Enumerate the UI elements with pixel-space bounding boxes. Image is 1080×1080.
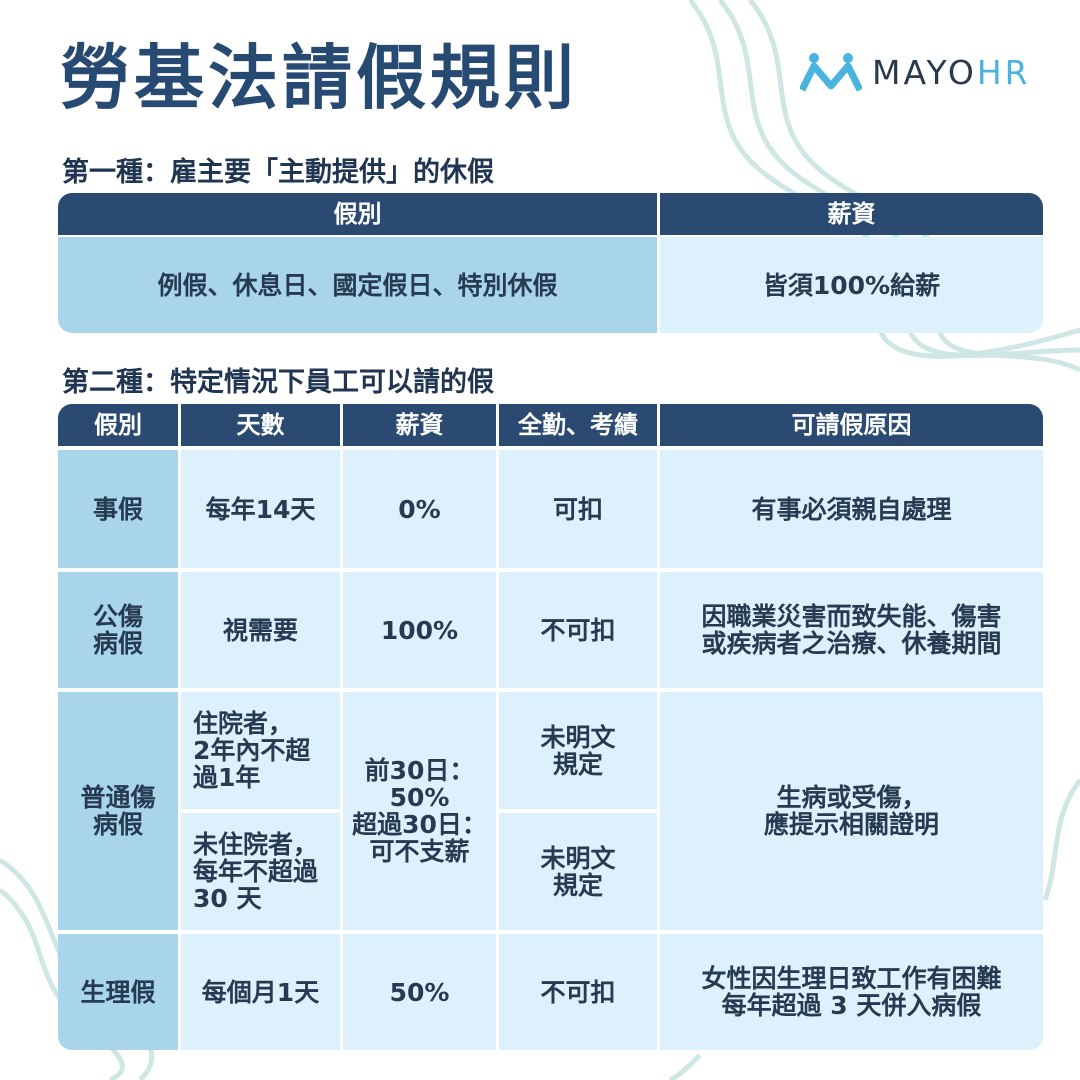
cell-text: 前30日： — [364, 756, 475, 785]
table-header-cell: 假別 — [58, 193, 657, 235]
table-cell: 例假、休息日、國定假日、特別休假 — [58, 237, 657, 333]
table-cell: 可扣 — [499, 450, 657, 568]
cell-text: 事假 — [92, 494, 143, 524]
table-cell: 每年14天 — [181, 450, 340, 568]
cell-text: 生病或受傷， — [776, 783, 927, 812]
table-cell: 不可扣 — [499, 934, 657, 1050]
logo-text: MAYO — [872, 52, 977, 92]
table-header-cell: 假別 — [58, 404, 178, 446]
table-cell: 未明文 規定 — [499, 692, 657, 809]
cell-text: 每年超過 3 天併入病假 — [721, 991, 982, 1020]
section-heading: 第二種：特定情況下員工可以請的假 — [62, 367, 494, 398]
cell-text: 不可扣 — [540, 615, 616, 645]
cell-text: 或疾病者之治療、休養期間 — [701, 629, 1002, 658]
table-cell: 100% — [343, 572, 496, 688]
cell-text: 0% — [398, 494, 441, 524]
cell-text: 50% — [389, 977, 450, 1007]
table-cell: 視需要 — [181, 572, 340, 688]
logo-text-accent: HR — [976, 52, 1031, 92]
cell-text: 女性因生理日致工作有困難 — [701, 964, 1002, 993]
cell-text: 過1年 — [193, 763, 261, 792]
cell-text: 應提示相關證明 — [763, 810, 939, 839]
page-title: 勞基法請假規則 — [60, 37, 578, 119]
table-cell: 不可扣 — [499, 572, 657, 688]
table-header-cell: 天數 — [181, 404, 340, 446]
cell-text: 每個月1天 — [201, 977, 320, 1007]
cell-text: 例假、休息日、國定假日、特別休假 — [157, 270, 558, 300]
cell-text: 公傷 — [92, 602, 143, 631]
table-header-cell: 可請假原因 — [660, 404, 1043, 446]
logo-icon — [800, 53, 862, 92]
table-header-cell: 薪資 — [343, 404, 496, 446]
cell-text: 未明文 — [540, 722, 616, 752]
cell-text: 有事必須親自處理 — [751, 494, 952, 524]
cell-text: 100% — [380, 615, 459, 645]
cell-text: 2年內不超 — [193, 736, 311, 765]
cell-text: 因職業災害而致失能、傷害 — [701, 602, 1002, 631]
table-cell: 0% — [343, 450, 496, 568]
table-header-cell: 薪資 — [660, 193, 1043, 235]
cell-text: 未明文 — [540, 843, 616, 873]
table-cell: 公傷 病假 — [58, 572, 178, 688]
cell-text: 可扣 — [552, 494, 603, 524]
cell-text: 超過30日： — [352, 810, 487, 839]
table-cell: 每個月1天 — [181, 934, 340, 1050]
table-cell: 普通傷 病假 — [58, 692, 178, 930]
table-cell: 未住院者， 每年不超過 30 天 — [181, 813, 340, 930]
cell-text: 每年不超過 — [193, 857, 319, 886]
table-cell: 皆須100%給薪 — [660, 237, 1043, 333]
cell-text: 50% — [389, 783, 450, 812]
table-cell: 未明文 規定 — [499, 813, 657, 930]
table-cell: 生理假 — [58, 934, 178, 1050]
cell-text: 規定 — [552, 870, 603, 900]
table-cell: 事假 — [58, 450, 178, 568]
table-cell: 生病或受傷， 應提示相關證明 — [660, 692, 1043, 930]
cell-text: 病假 — [92, 629, 143, 658]
cell-text: 規定 — [552, 749, 603, 779]
section-heading: 第一種：雇主要「主動提供」的休假 — [62, 157, 494, 188]
table-cell: 50% — [343, 934, 496, 1050]
cell-text: 視需要 — [222, 615, 298, 645]
cell-text: 皆須100%給薪 — [762, 270, 941, 300]
table-header-cell: 全勤、考績 — [499, 404, 657, 446]
table-cell: 有事必須親自處理 — [660, 450, 1043, 568]
cell-text: 未住院者， — [193, 830, 319, 859]
cell-text: 30 天 — [193, 884, 262, 913]
cell-text: 可不支薪 — [369, 837, 470, 866]
cell-text: 病假 — [92, 810, 143, 839]
table-cell: 女性因生理日致工作有困難 每年超過 3 天併入病假 — [660, 934, 1043, 1050]
cell-text: 生理假 — [80, 977, 156, 1007]
cell-text: 住院者， — [193, 709, 294, 738]
cell-text: 不可扣 — [540, 977, 616, 1007]
logo: MAYOHR — [800, 52, 1031, 92]
table-cell: 前30日： 50% 超過30日： 可不支薪 — [343, 692, 496, 930]
table-cell: 因職業災害而致失能、傷害 或疾病者之治療、休養期間 — [660, 572, 1043, 688]
cell-text: 普通傷 — [80, 783, 156, 812]
cell-text: 每年14天 — [205, 494, 316, 524]
table-cell: 住院者， 2年內不超 過1年 — [181, 692, 340, 809]
